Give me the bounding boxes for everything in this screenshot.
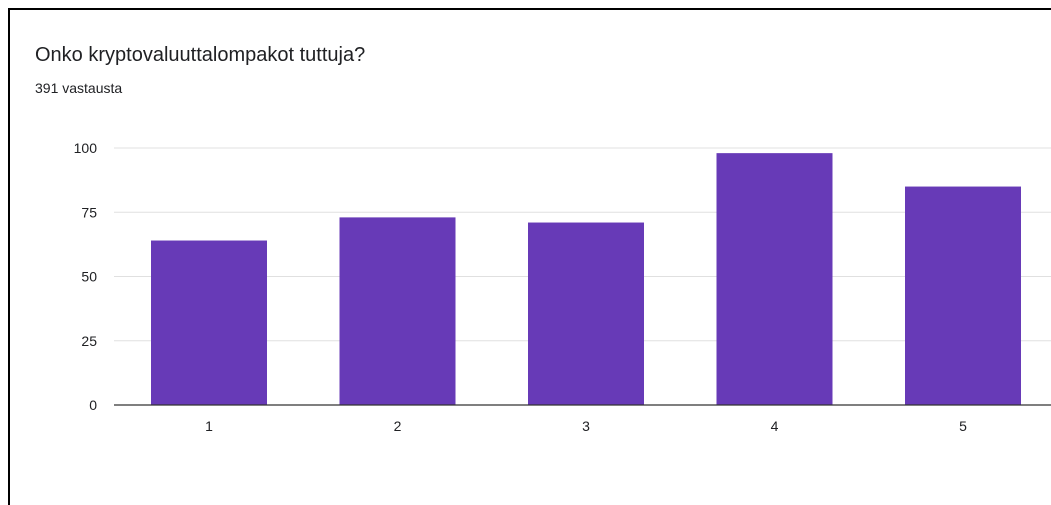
y-tick-label: 75 — [81, 204, 97, 220]
x-tick-label: 3 — [582, 418, 590, 434]
bar-5[interactable] — [905, 186, 1021, 405]
x-tick-label: 4 — [771, 418, 779, 434]
y-tick-label: 50 — [81, 269, 97, 285]
y-tick-label: 25 — [81, 333, 97, 349]
question-title: Onko kryptovaluuttalompakot tuttuja? — [35, 44, 366, 66]
bar-1[interactable] — [151, 240, 267, 405]
bar-3[interactable] — [528, 222, 644, 405]
bar-4[interactable] — [716, 153, 833, 405]
y-tick-label: 0 — [89, 397, 97, 413]
tick-labels: 0 25 50 75 100 1 2 3 4 5 — [74, 140, 967, 434]
x-tick-label: 1 — [205, 418, 213, 434]
x-tick-label: 5 — [959, 418, 967, 434]
bars — [151, 153, 1021, 405]
bar-2[interactable] — [339, 217, 456, 405]
y-tick-label: 100 — [74, 140, 98, 156]
x-tick-label: 2 — [394, 418, 402, 434]
response-count: 391 vastausta — [35, 80, 123, 96]
